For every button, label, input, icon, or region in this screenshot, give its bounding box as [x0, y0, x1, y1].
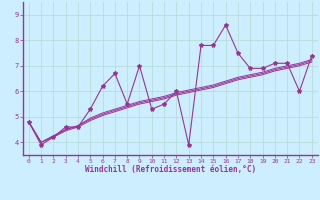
X-axis label: Windchill (Refroidissement éolien,°C): Windchill (Refroidissement éolien,°C) [85, 165, 256, 174]
